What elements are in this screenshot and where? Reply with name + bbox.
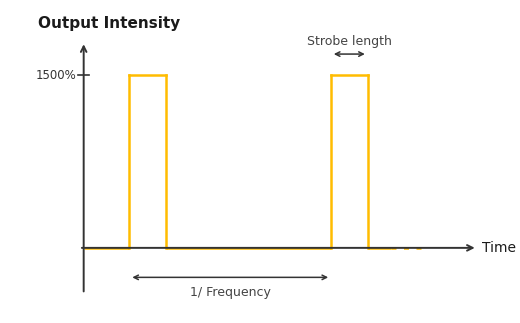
- Text: 1500%: 1500%: [36, 68, 77, 82]
- Text: Strobe length: Strobe length: [307, 35, 392, 48]
- Text: 1/ Frequency: 1/ Frequency: [190, 286, 271, 299]
- Text: Time: Time: [482, 241, 516, 255]
- Text: Output Intensity: Output Intensity: [38, 16, 180, 31]
